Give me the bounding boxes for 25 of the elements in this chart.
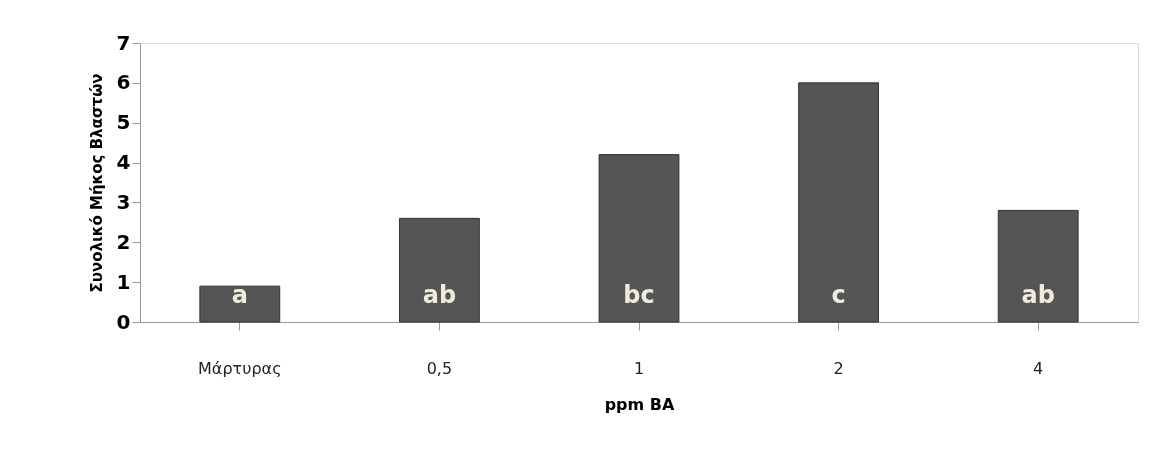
bar: [199, 285, 281, 323]
bar: [997, 209, 1079, 323]
bar: [398, 217, 480, 323]
y-tick-label: 4: [116, 150, 131, 175]
y-tick-label: 0: [116, 309, 131, 334]
y-tick-label: 5: [116, 110, 131, 135]
bar: [798, 82, 880, 323]
bar: [598, 154, 680, 323]
x-axis-title: ppm BA: [604, 394, 675, 414]
y-tick-label: 3: [116, 189, 131, 214]
x-tick-label: 1: [633, 358, 645, 378]
y-tick-label: 7: [116, 30, 131, 55]
annotation: ab: [422, 281, 457, 309]
y-tick-label: 6: [116, 70, 131, 95]
x-tick-label: 4: [1033, 358, 1044, 378]
annotation: ab: [1021, 281, 1055, 309]
y-tick-label: 1: [116, 269, 131, 294]
x-tick-label: Μάρτυρας: [198, 358, 282, 378]
x-tick-label: 2: [833, 358, 844, 378]
y-tick-label: 2: [116, 229, 131, 254]
annotation: c: [831, 281, 846, 309]
annotation: a: [231, 281, 248, 309]
x-tick-label: 0,5: [426, 358, 453, 378]
annotation: bc: [623, 281, 655, 309]
y-axis-title: Συνολικό Μήκος Βλαστών: [87, 73, 106, 293]
